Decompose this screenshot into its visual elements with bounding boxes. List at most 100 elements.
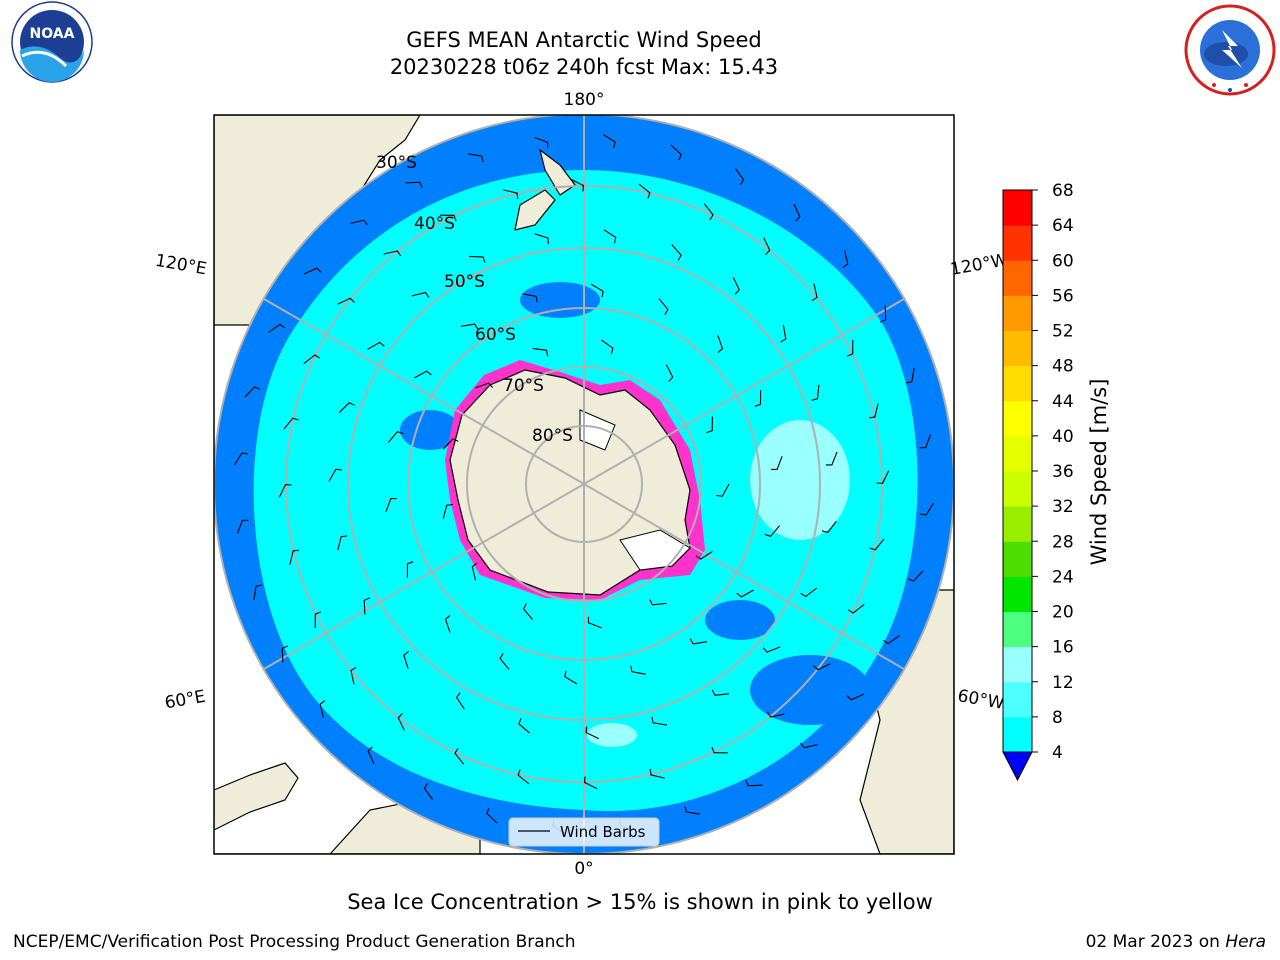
colorbar-tick-label: 16	[1052, 638, 1074, 658]
wind-barb	[711, 689, 729, 696]
madagascar-land	[214, 762, 299, 831]
wind-barb	[763, 237, 771, 255]
wind-barb	[793, 203, 801, 222]
lon-label-60w: 60°W	[956, 686, 1006, 714]
wind-barb	[603, 229, 617, 244]
colorbar-segment	[1003, 681, 1032, 718]
wind-barb	[405, 181, 423, 189]
colorbar-tick-label: 12	[1052, 673, 1074, 693]
wind-barb	[314, 611, 322, 629]
wind-barb	[234, 452, 248, 466]
colorbar-tick-label: 64	[1052, 216, 1074, 236]
wind-field-high	[750, 420, 850, 540]
wind-barb	[442, 503, 453, 519]
wind-barbs	[234, 134, 934, 834]
wind-barb	[423, 782, 434, 800]
lon-label-180: 180°	[564, 90, 605, 110]
colorbar-segment	[1003, 435, 1032, 472]
wind-barb	[842, 250, 849, 268]
wind-barb	[584, 776, 598, 790]
colorbar-tick-label: 56	[1052, 286, 1074, 306]
wind-barb	[868, 403, 879, 419]
wind-barb	[665, 364, 674, 382]
wind-barb	[754, 390, 762, 407]
colorbar-extend	[1002, 751, 1033, 782]
wind-barb	[658, 298, 669, 315]
lon-label-120w: 120°W	[949, 250, 1010, 280]
colorbar-segment	[1003, 330, 1032, 367]
wind-barb	[876, 470, 890, 484]
wind-barb	[846, 339, 854, 357]
wind-barb	[283, 417, 299, 430]
wind-barb	[689, 638, 708, 645]
footer-left: NCEP/EMC/Verification Post Processing Pr…	[13, 932, 576, 952]
colorbar-segment	[1003, 365, 1032, 402]
wind-barb	[522, 293, 538, 303]
lat-label-60s: 60°S	[475, 325, 516, 345]
wind-barb	[780, 325, 787, 343]
colorbar-tick-label: 68	[1052, 181, 1074, 201]
ronne-ice-shelf	[579, 409, 616, 451]
footer-host: Hera	[1225, 932, 1266, 952]
colorbar-tick-label: 20	[1052, 603, 1074, 623]
wind-barb	[522, 603, 534, 620]
colorbar-tick-label: 52	[1052, 322, 1074, 342]
wind-barb	[456, 692, 465, 710]
wind-barb	[920, 502, 934, 516]
wind-barb	[467, 153, 484, 163]
wind-barb	[732, 276, 740, 295]
colorbar-tick-label: 60	[1052, 251, 1074, 271]
colorbar-label: Wind Speed [m/s]	[1087, 379, 1111, 566]
wind-barb	[587, 616, 602, 629]
wind-barb	[764, 525, 781, 537]
wind-barb	[534, 233, 549, 245]
wind-barb	[771, 456, 783, 470]
wind-barb	[337, 297, 355, 305]
wind-barb	[468, 255, 486, 263]
wind-barb	[602, 134, 616, 148]
wind-barb	[907, 570, 924, 582]
wind-barb	[486, 807, 498, 824]
wind-barb	[499, 653, 510, 670]
lat-label-80s: 80°S	[532, 426, 573, 446]
wind-barb	[811, 384, 820, 401]
wind-barb	[385, 498, 397, 512]
wind-barb	[905, 367, 915, 384]
colorbar-segment	[1003, 260, 1032, 296]
wind-barb	[328, 468, 342, 482]
lon-label-0: 0°	[574, 859, 593, 879]
colorbar-segment	[1003, 295, 1032, 331]
wind-barb	[717, 335, 724, 354]
wind-barb	[630, 665, 646, 675]
wind-barb	[736, 589, 754, 598]
wind-barb	[800, 742, 818, 749]
colorbar-tick-label: 32	[1052, 497, 1074, 517]
wind-barb	[397, 713, 405, 731]
wind-barb	[471, 562, 478, 581]
wind-barb	[338, 402, 355, 414]
legend: Wind Barbs	[508, 817, 660, 847]
wind-barb	[363, 597, 371, 615]
wind-barb	[766, 711, 785, 718]
caption: Sea Ice Concentration > 15% is shown in …	[347, 890, 933, 914]
colorbar-tick-label: 4	[1052, 743, 1063, 763]
colorbar-segment	[1003, 506, 1032, 542]
wind-barb	[649, 599, 667, 606]
wind-barb	[534, 136, 549, 149]
wind-barb	[671, 244, 682, 261]
wind-barb	[289, 549, 300, 565]
wind-barb	[649, 768, 665, 779]
graticule	[214, 115, 954, 854]
wind-barb	[882, 634, 900, 645]
wind-barb	[350, 666, 357, 685]
wind-barb	[711, 746, 729, 754]
wind-barb	[281, 645, 289, 663]
wind-barb	[532, 347, 549, 357]
wind-barb	[734, 168, 745, 186]
chart-subtitle: 20230228 t06z 240h fcst Max: 15.43	[389, 55, 779, 79]
wind-barb	[406, 561, 414, 578]
lat-label-30s: 30°S	[376, 153, 417, 173]
colorbar-segment	[1003, 576, 1032, 612]
wind-barb	[670, 144, 682, 161]
wind-barb	[869, 538, 885, 551]
